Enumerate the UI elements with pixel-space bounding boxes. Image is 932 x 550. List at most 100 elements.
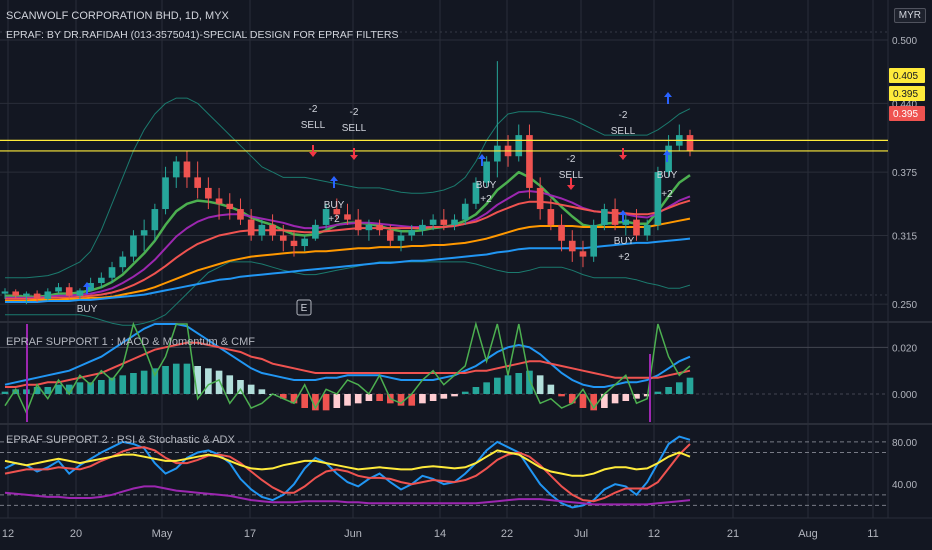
candle-body bbox=[312, 224, 319, 239]
price-axis-tick: 0.250 bbox=[892, 300, 917, 311]
macd-histogram-bar bbox=[483, 382, 490, 394]
candle-body bbox=[365, 224, 373, 231]
candle bbox=[429, 214, 437, 231]
currency-badge[interactable]: MYR bbox=[893, 8, 926, 23]
rsi-line-1 bbox=[4, 435, 691, 509]
macd-histogram-bar bbox=[419, 394, 426, 404]
macd-histogram-bar bbox=[461, 391, 469, 394]
candle bbox=[12, 289, 20, 299]
macd-histogram-bar bbox=[301, 394, 309, 408]
upper-band-line bbox=[5, 97, 691, 279]
macd-histogram-bar bbox=[247, 384, 255, 394]
macd-histogram-bar bbox=[312, 394, 319, 411]
macd-histogram-bar bbox=[194, 366, 201, 394]
candle-body bbox=[76, 290, 84, 296]
macd-histogram-bar bbox=[183, 363, 191, 394]
moving-average-line-4 bbox=[5, 217, 691, 302]
macd-histogram-bar bbox=[205, 368, 212, 394]
macd-histogram-bar bbox=[472, 387, 480, 394]
candle bbox=[322, 203, 330, 231]
candle-body bbox=[622, 219, 630, 225]
candle bbox=[130, 230, 137, 262]
candle bbox=[665, 135, 672, 178]
x-axis-label: 12 bbox=[648, 528, 660, 540]
candle-body bbox=[354, 219, 362, 231]
candle bbox=[654, 166, 662, 231]
candle-body bbox=[290, 240, 298, 247]
macd-histogram-bar bbox=[98, 380, 105, 394]
candle-body bbox=[408, 230, 416, 236]
candle bbox=[301, 235, 309, 252]
candle-body bbox=[130, 235, 137, 257]
earnings-marker-label: E bbox=[301, 303, 308, 314]
candle-body bbox=[451, 219, 458, 225]
macd-histogram-bar bbox=[290, 394, 298, 404]
macd-histogram-bar bbox=[119, 375, 127, 394]
candle bbox=[558, 214, 565, 252]
macd-histogram-bar bbox=[558, 394, 565, 397]
candle bbox=[643, 219, 651, 241]
price-label-value: 0.395 bbox=[893, 109, 918, 120]
x-axis-label: 22 bbox=[501, 528, 513, 540]
price-axis-tick: 0.375 bbox=[892, 168, 917, 179]
candle-body bbox=[344, 214, 351, 220]
rsi-axis-tick: 80.00 bbox=[892, 438, 917, 449]
macd-line-1 bbox=[4, 323, 691, 388]
candle bbox=[579, 240, 587, 268]
candle-body bbox=[183, 161, 191, 178]
candle bbox=[119, 251, 127, 273]
signal-label: +2 bbox=[480, 194, 492, 205]
candle-body bbox=[258, 224, 266, 236]
macd-histogram-bar bbox=[12, 389, 20, 394]
candle-body bbox=[376, 224, 383, 231]
rsi-line-2 bbox=[4, 443, 691, 503]
candle bbox=[601, 203, 608, 231]
candle bbox=[247, 209, 255, 241]
x-axis-label: 12 bbox=[2, 528, 14, 540]
price-label-badge bbox=[889, 68, 925, 83]
macd-pane-title: EPRAF SUPPORT 1 : MACD & Momentum & CMF bbox=[6, 336, 255, 348]
candle bbox=[440, 209, 448, 231]
candle bbox=[376, 219, 383, 236]
candle bbox=[237, 198, 244, 225]
macd-histogram-bar bbox=[33, 387, 41, 394]
candle-body bbox=[461, 203, 469, 220]
candle-body bbox=[119, 256, 127, 268]
candle-body bbox=[568, 240, 576, 252]
candle-body bbox=[194, 177, 201, 188]
buy-arrow-icon bbox=[83, 282, 91, 294]
candle-body bbox=[440, 219, 448, 225]
macd-histogram-bar bbox=[504, 375, 512, 394]
macd-axis-tick: 0.020 bbox=[892, 343, 917, 354]
macd-histogram-bar bbox=[279, 394, 287, 399]
macd-histogram-bar bbox=[633, 394, 640, 399]
candle-body bbox=[547, 209, 555, 225]
macd-histogram-bar bbox=[172, 363, 180, 394]
candle-body bbox=[151, 209, 159, 231]
candle-body bbox=[686, 135, 694, 151]
candle-body bbox=[536, 187, 544, 210]
candle bbox=[183, 150, 191, 188]
candle bbox=[354, 209, 362, 236]
macd-histogram-bar bbox=[76, 382, 84, 394]
signal-label: BUY bbox=[476, 180, 497, 191]
candle-body bbox=[269, 224, 276, 236]
candle bbox=[633, 209, 640, 241]
candle-body bbox=[526, 135, 533, 188]
sell-arrow-icon bbox=[567, 178, 575, 190]
macd-histogram-bar bbox=[354, 394, 362, 404]
candle-body bbox=[301, 238, 309, 247]
candle-body bbox=[397, 235, 405, 241]
candle bbox=[419, 219, 426, 236]
rsi-line-3 bbox=[4, 449, 691, 477]
x-axis-label: May bbox=[152, 528, 173, 540]
candle bbox=[151, 203, 159, 241]
x-axis-label: Aug bbox=[798, 528, 818, 540]
candle bbox=[226, 193, 234, 220]
lower-band-line bbox=[5, 261, 691, 326]
candle-body bbox=[515, 135, 523, 157]
macd-histogram-bar bbox=[258, 389, 266, 394]
buy-arrow-icon bbox=[664, 92, 672, 104]
candle-body bbox=[55, 287, 62, 292]
